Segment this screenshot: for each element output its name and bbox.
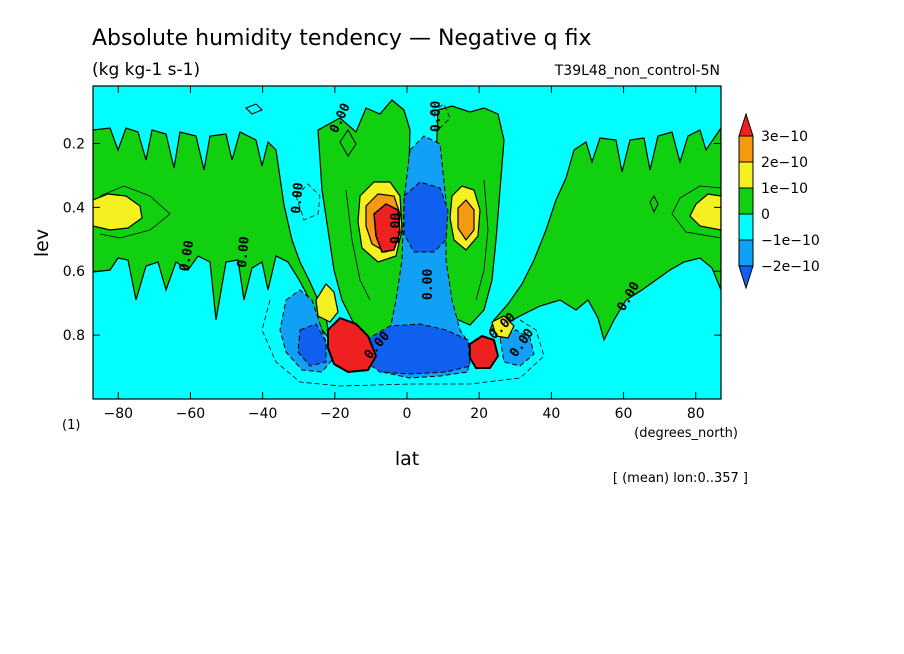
contour-fill-red-lower-left	[327, 316, 378, 374]
contour-label: 0.00	[389, 213, 404, 244]
contour-fill-yellow-south	[93, 193, 143, 231]
contour-fill-yellow-north	[689, 193, 721, 231]
contour-fill-red-center-left	[373, 203, 401, 253]
y-tick-label: 0.4	[63, 200, 85, 216]
x-axis-ticks: −80 −60 −40 −20 0 20 40 60 80	[103, 86, 705, 422]
x-axis-units: (degrees_north)	[634, 426, 738, 441]
colorbar-swatch	[738, 239, 754, 267]
contour-line-detail-7	[649, 195, 659, 214]
x-tick-label: 40	[542, 406, 560, 422]
y-tick-label: 0.6	[63, 264, 85, 280]
run-label: T39L48_non_control-5N	[554, 63, 720, 79]
contour-fill-negative-lower-right	[499, 329, 535, 367]
contour-line-dashed-1	[295, 183, 321, 221]
contour-line-detail-6	[245, 103, 263, 115]
x-tick-label: −60	[176, 406, 206, 422]
y-tick-label: 0.2	[63, 136, 85, 152]
contour-line-dashed-3	[431, 103, 451, 129]
y-axis-label: lev	[31, 229, 53, 257]
colorbar-label: −2e−10	[761, 259, 820, 275]
contour-label: 0.00	[429, 101, 444, 132]
contour-line-detail-2	[671, 185, 721, 239]
x-tick-label: −20	[320, 406, 350, 422]
contour-fill-negative-core-lower-left	[297, 323, 327, 367]
colorbar-label: 0	[761, 207, 770, 223]
colorbar: 3e−10 2e−10 1e−10 0 −1e−10 −2e−10	[738, 112, 820, 290]
contour-fill-negative-core-upper	[403, 181, 449, 253]
contour-line-detail-1	[99, 185, 171, 239]
contour-label: 0.00	[177, 239, 197, 273]
contour-line-detail-5	[339, 129, 357, 157]
colorbar-label: −1e−10	[761, 233, 820, 249]
colorbar-bottom-arrow	[738, 265, 754, 290]
contour-label: 0.00	[235, 236, 253, 269]
contour-fill-negative-core-lower-center	[365, 323, 471, 375]
colorbar-label: 2e−10	[761, 155, 808, 171]
contour-fill-yellow-lower-right	[491, 315, 515, 339]
x-tick-label: 60	[615, 406, 633, 422]
colorbar-swatch	[738, 187, 754, 215]
colorbar-label: 1e−10	[761, 181, 808, 197]
x-tick-label: 80	[687, 406, 705, 422]
x-axis-label: lat	[395, 448, 419, 470]
chart-subtitle: (kg kg-1 s-1)	[92, 60, 200, 80]
footnote: [ (mean) lon:0..357 ]	[613, 471, 748, 486]
colorbar-swatch	[738, 213, 754, 241]
colorbar-swatch	[738, 135, 754, 163]
x-tick-label: 0	[403, 406, 412, 422]
colorbar-swatch	[738, 161, 754, 189]
contour-line-detail-3	[345, 189, 371, 301]
contour-fill-yellow-lower-left	[315, 283, 339, 323]
x-tick-label: −80	[103, 406, 133, 422]
y-tick-label: 0.8	[63, 328, 85, 344]
contour-fill-orange-center-right	[457, 199, 475, 242]
colorbar-top-arrow	[738, 112, 754, 137]
contour-fill-negative-column	[381, 135, 471, 379]
contour-label: 0.00	[421, 269, 436, 300]
plot-area	[93, 86, 721, 399]
contour-fill-red-lower-right	[469, 334, 500, 369]
y-axis-ticks: 0.2 0.4 0.6 0.8	[63, 136, 721, 344]
x-tick-label: −40	[248, 406, 278, 422]
y-axis-units: (1)	[62, 418, 80, 433]
colorbar-label: 3e−10	[761, 129, 808, 145]
contour-label: 0.00	[289, 182, 307, 215]
x-tick-label: 20	[470, 406, 488, 422]
contour-line-detail-4	[475, 179, 489, 301]
chart-title: Absolute humidity tendency — Negative q …	[92, 26, 592, 51]
contour-fill-positive-north	[488, 126, 721, 342]
